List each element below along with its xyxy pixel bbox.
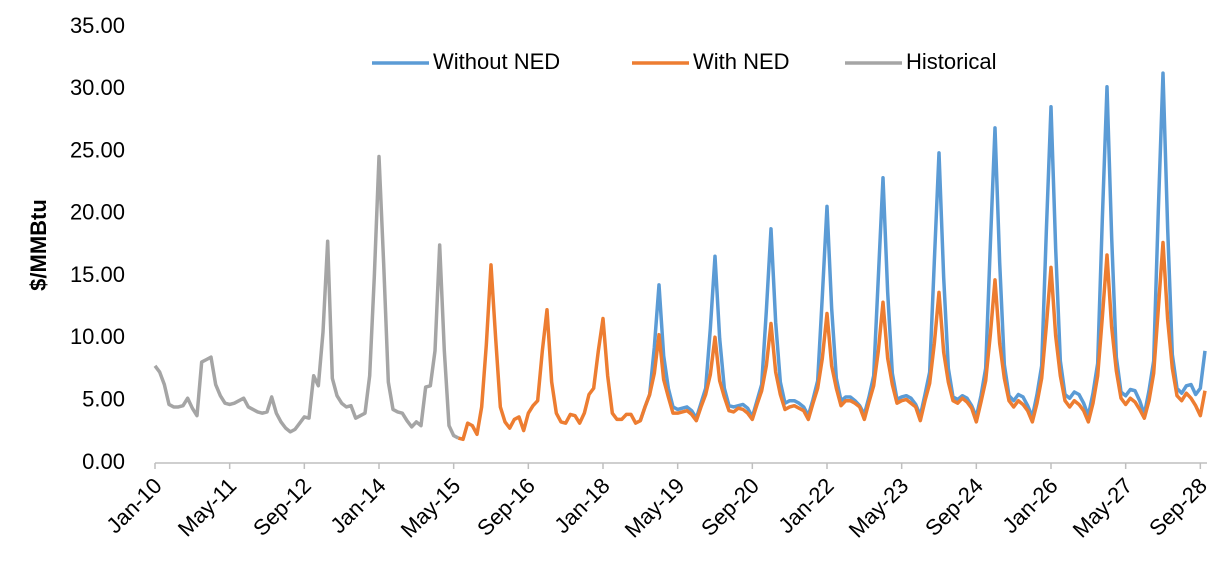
y-tick-label: 10.00: [70, 324, 125, 349]
x-tick-label: May-27: [1068, 473, 1138, 543]
legend-label: Historical: [906, 49, 996, 74]
series-line: [457, 240, 1207, 442]
legend-label: Without NED: [433, 49, 560, 74]
y-axis-title: $/MMBtu: [26, 199, 51, 291]
x-tick-label: May-19: [620, 473, 690, 543]
y-tick-label: 0.00: [82, 449, 125, 474]
x-tick-label: May-15: [396, 473, 466, 543]
y-tick-label: 35.00: [70, 13, 125, 38]
x-tick-label: Sep-20: [696, 473, 764, 541]
x-tick-label: Jan-14: [325, 473, 390, 538]
x-tick-label: May-23: [844, 473, 914, 543]
series-line: [153, 154, 460, 440]
x-tick-label: Sep-12: [248, 473, 316, 541]
x-tick-label: Sep-16: [472, 473, 540, 541]
x-tick-label: Jan-22: [773, 473, 838, 538]
y-tick-label: 15.00: [70, 262, 125, 287]
series-line: [638, 71, 1207, 422]
y-tick-label: 20.00: [70, 200, 125, 225]
x-tick-label: Jan-10: [101, 473, 166, 538]
x-tick-label: Sep-24: [920, 473, 988, 541]
y-tick-label: 30.00: [70, 75, 125, 100]
x-tick-label: May-11: [173, 473, 241, 541]
x-tick-label: Sep-28: [1144, 473, 1207, 541]
y-tick-label: 25.00: [70, 137, 125, 162]
legend-label: With NED: [693, 49, 790, 74]
y-tick-label: 5.00: [82, 387, 125, 412]
x-tick-label: Jan-18: [549, 473, 614, 538]
x-tick-label: Jan-26: [997, 473, 1062, 538]
